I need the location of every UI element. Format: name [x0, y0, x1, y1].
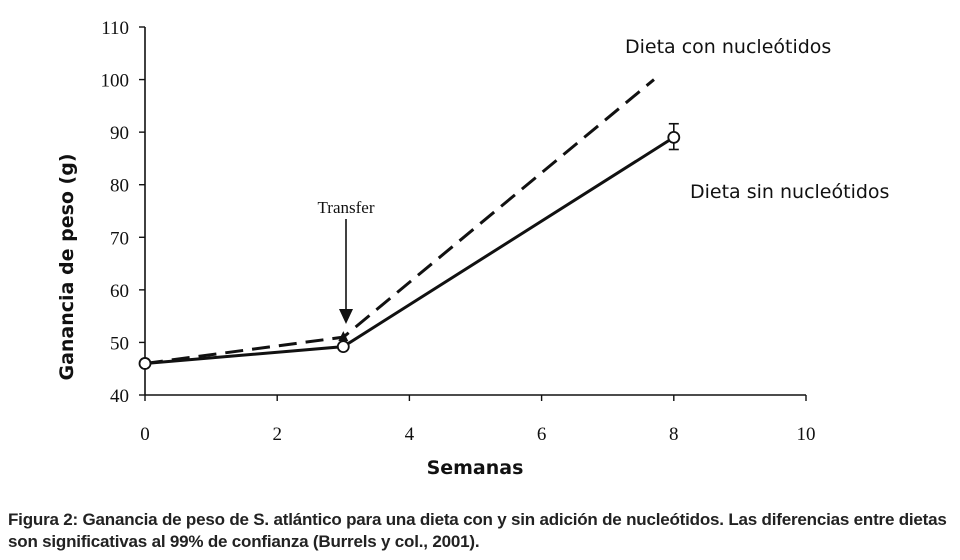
x-axis-title: Semanas: [427, 457, 524, 479]
figure-caption: Figura 2: Ganancia de peso de S. atlánti…: [8, 510, 947, 551]
chart: 40 50 60 70 80 90 100 110 0 2 4 6 8 10 Semanas Gananc…: [56, 18, 889, 479]
y-tick-label: 90: [110, 123, 129, 144]
y-tick-label: 100: [101, 71, 130, 92]
x-tick-label: 8: [669, 424, 679, 445]
series-label-con: Dieta con nucleótidos: [625, 36, 831, 58]
y-tick-label: 60: [110, 281, 129, 302]
series-lines: [144, 78, 675, 365]
series-markers: [138, 122, 681, 370]
x-tick-label: 0: [140, 424, 150, 445]
ticks: 40 50 60 70 80 90 100 110 0 2 4 6 8 10: [101, 18, 816, 445]
series-label-sin: Dieta sin nucleótidos: [690, 181, 889, 203]
data-point-sin-nucleotidos: [336, 340, 350, 354]
y-tick-label: 80: [110, 176, 129, 197]
data-point-sin-nucleotidos: [138, 357, 152, 370]
annotation-transfer: Transfer: [318, 198, 375, 217]
series-line-con-nucleotidos: [144, 78, 655, 365]
y-tick-label: 110: [101, 18, 129, 39]
y-tick-label: 50: [110, 333, 129, 354]
y-tick-label: 70: [110, 228, 129, 249]
axes: [144, 27, 806, 396]
data-point-con-nucleotidos: [338, 331, 349, 342]
x-tick-label: 6: [537, 424, 547, 445]
x-tick-label: 10: [797, 424, 816, 445]
y-axis-title: Ganancia de peso (g): [56, 153, 78, 380]
series-line-sin-nucleotidos: [144, 136, 675, 365]
x-tick-label: 2: [272, 424, 282, 445]
x-tick-label: 4: [405, 424, 415, 445]
y-tick-label: 40: [110, 386, 129, 407]
transfer-arrow: [339, 219, 353, 324]
data-point-sin-nucleotidos: [667, 130, 681, 144]
